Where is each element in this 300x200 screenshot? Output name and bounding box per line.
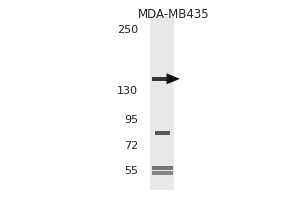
Bar <box>152 171 172 175</box>
Text: 72: 72 <box>124 141 138 151</box>
Text: 55: 55 <box>124 166 138 176</box>
Text: MDA-MB435: MDA-MB435 <box>138 8 210 21</box>
Text: 95: 95 <box>124 115 138 125</box>
Bar <box>154 131 169 135</box>
Text: 250: 250 <box>117 25 138 35</box>
Bar <box>152 77 172 81</box>
Bar <box>150 16 174 190</box>
Polygon shape <box>167 73 180 84</box>
Text: 130: 130 <box>117 86 138 96</box>
Bar <box>152 166 172 170</box>
